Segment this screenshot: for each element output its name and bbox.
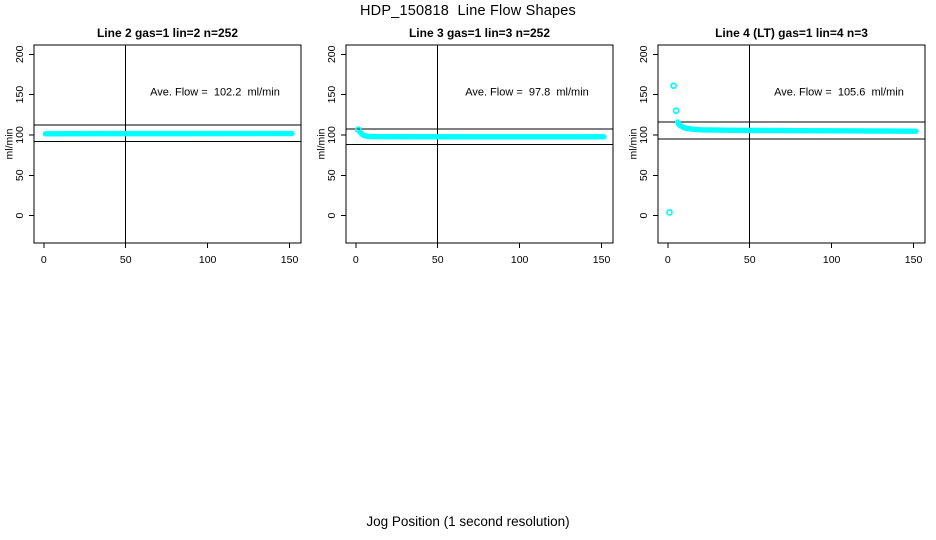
y-tick-label: 50 [326, 169, 338, 181]
x-tick-label: 50 [744, 254, 756, 266]
y-tick-label: 100 [326, 126, 338, 144]
flow-trace [357, 129, 607, 140]
y-tick-label: 200 [14, 45, 26, 63]
flow-outlier-point [666, 209, 673, 216]
y-tick-label: 100 [638, 126, 650, 144]
x-tick-label: 150 [905, 254, 923, 266]
y-tick-label: 0 [638, 213, 650, 219]
x-tick-label: 150 [593, 254, 611, 266]
panel-title: Line 2 gas=1 lin=2 n=252 [97, 26, 238, 40]
y-tick-label: 150 [638, 86, 650, 104]
x-tick-label: 0 [665, 254, 671, 266]
x-tick-label: 100 [823, 254, 841, 266]
y-axis-title: ml/min [4, 128, 16, 159]
y-tick-label: 50 [14, 169, 26, 181]
plot-box [33, 44, 302, 244]
ave-flow-annotation: Ave. Flow = 97.8 ml/min [465, 86, 589, 98]
panel-title: Line 3 gas=1 lin=3 n=252 [409, 26, 550, 40]
panel-title: Line 4 (LT) gas=1 lin=4 n=3 [715, 26, 868, 40]
x-axis-label: Jog Position (1 second resolution) [366, 514, 570, 529]
x-tick-label: 150 [281, 254, 299, 266]
plot-box [345, 44, 614, 244]
ave-flow-annotation: Ave. Flow = 102.2 ml/min [150, 86, 280, 98]
y-tick-label: 0 [14, 213, 26, 219]
x-tick-label: 50 [432, 254, 444, 266]
figure-title: HDP_150818 Line Flow Shapes [360, 3, 576, 19]
x-tick-label: 100 [199, 254, 217, 266]
flow-outlier-point [672, 107, 680, 115]
y-axis-title: ml/min [628, 128, 640, 159]
y-tick-label: 50 [638, 169, 650, 181]
panel-chart-1: Line 2 gas=1 lin=2 n=252 0 50 100 150 0 50 100 1… [4, 26, 302, 266]
y-axis-title: ml/min [316, 128, 328, 159]
plot-box [657, 44, 926, 244]
x-tick-label: 0 [41, 254, 47, 266]
flow-outlier-point [670, 82, 677, 90]
flow-trace [674, 119, 919, 134]
y-tick-label: 150 [14, 86, 26, 104]
y-tick-label: 150 [326, 86, 338, 104]
y-tick-label: 100 [14, 126, 26, 144]
x-tick-label: 100 [511, 254, 529, 266]
flow-outlier-point [354, 126, 362, 134]
y-tick-label: 200 [638, 45, 650, 63]
x-tick-label: 50 [120, 254, 132, 266]
y-tick-label: 200 [326, 45, 338, 63]
ave-flow-annotation: Ave. Flow = 105.6 ml/min [774, 86, 904, 98]
x-tick-label: 0 [353, 254, 359, 266]
y-tick-label: 0 [326, 213, 338, 219]
panel-chart-3: Line 4 (LT) gas=1 lin=4 n=3 0 50 100 150 0 50 1… [628, 26, 926, 266]
panel-chart-2: Line 3 gas=1 lin=3 n=252 0 50 100 150 0 50 100 1… [316, 26, 614, 266]
